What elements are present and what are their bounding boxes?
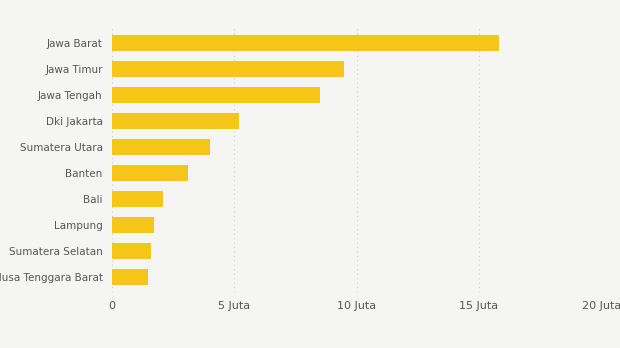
Bar	[112, 61, 344, 77]
Bar	[112, 243, 151, 259]
Bar	[112, 191, 163, 207]
Bar	[112, 269, 148, 285]
Bar	[112, 165, 187, 181]
Bar	[112, 139, 210, 155]
Bar	[112, 87, 320, 103]
Bar	[112, 35, 498, 52]
Bar	[112, 217, 154, 233]
Bar	[112, 113, 239, 129]
